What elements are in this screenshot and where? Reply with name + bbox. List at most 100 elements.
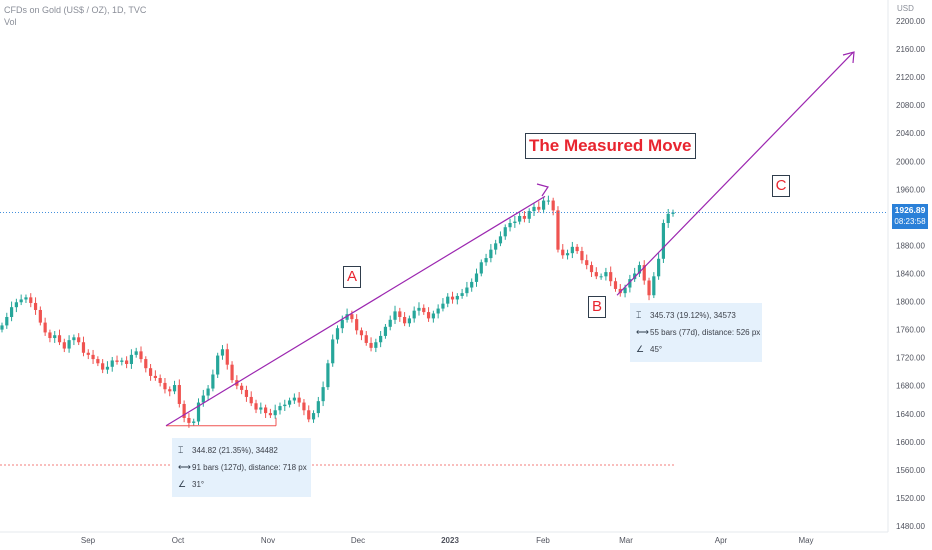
candle-body xyxy=(431,313,435,319)
candle-body xyxy=(125,360,129,364)
wave-a-line xyxy=(165,195,546,427)
candle-body xyxy=(134,351,138,355)
bar-range-icon: ⟷ xyxy=(636,327,649,337)
measure-angle: 45° xyxy=(650,345,663,354)
candle-body xyxy=(503,227,507,237)
candle-body xyxy=(599,276,603,278)
wave-label-b[interactable]: B xyxy=(588,296,606,318)
y-tick-label: 2080.00 xyxy=(896,101,925,110)
candle-body xyxy=(335,328,340,340)
candle-body xyxy=(661,223,666,259)
measure-box-1[interactable]: ⌶ 344.82 (21.35%), 34482 ⟷91 bars (127d),… xyxy=(172,438,311,497)
x-tick-label: May xyxy=(798,536,813,545)
wave-label-c[interactable]: C xyxy=(772,175,790,197)
candle-body xyxy=(403,316,407,324)
candle-body xyxy=(268,413,272,416)
candle-body xyxy=(86,352,90,355)
candle-body xyxy=(522,215,527,219)
candle-body xyxy=(287,400,292,405)
candle-body xyxy=(331,339,335,364)
wave-label-a[interactable]: A xyxy=(343,266,361,288)
candle-body xyxy=(297,397,301,403)
candle-body xyxy=(182,403,186,418)
candle-body xyxy=(129,354,134,364)
candle-body xyxy=(311,413,316,420)
candle-body xyxy=(345,314,349,320)
candle-body xyxy=(350,314,354,320)
chart-header: CFDs on Gold (US$ / OZ), 1D, TVC Vol xyxy=(4,4,146,28)
candle-body xyxy=(326,363,330,388)
candle-body xyxy=(426,312,431,319)
candle-body xyxy=(110,360,114,367)
x-tick-label: Feb xyxy=(536,536,550,545)
measure-bars: 91 bars (127d), distance: 718 px xyxy=(192,463,307,472)
candle-body xyxy=(292,397,296,401)
candle-body xyxy=(551,200,555,211)
candle-body xyxy=(96,359,100,364)
candle-body xyxy=(570,246,574,254)
currency-label: USD xyxy=(897,4,914,13)
measure-box-2[interactable]: ⌶ 345.73 (19.12%), 34573 ⟷55 bars (77d), … xyxy=(630,303,762,362)
candle-body xyxy=(340,319,344,329)
measure-bars-row: ⟷91 bars (127d), distance: 718 px xyxy=(178,459,307,476)
y-tick-label: 1640.00 xyxy=(896,410,925,419)
candle-body xyxy=(278,406,282,411)
candle-body xyxy=(158,378,162,383)
candle-body xyxy=(321,387,325,402)
candle-body xyxy=(532,206,536,212)
candle-body xyxy=(62,342,66,349)
candle-body xyxy=(5,316,9,326)
candle-body xyxy=(244,389,249,397)
candle-body xyxy=(105,366,110,370)
measure-price-change: 344.82 (21.35%), 34482 xyxy=(192,446,278,455)
candle-body xyxy=(494,243,498,250)
candle-body xyxy=(374,342,378,348)
drawings xyxy=(0,51,888,466)
candle-body xyxy=(527,211,531,219)
candle-body xyxy=(407,318,411,324)
candle-body xyxy=(43,322,47,333)
last-price: 1926.89 xyxy=(894,205,926,215)
candle-body xyxy=(72,337,76,341)
candle-body xyxy=(172,385,177,392)
wave-c-arrowhead xyxy=(842,51,855,64)
candle-body xyxy=(388,319,392,327)
candle-body xyxy=(609,272,613,282)
measure-angle-row: ∠ 45° xyxy=(636,341,756,358)
price-range-icon: ⌶ xyxy=(178,445,184,455)
y-tick-label: 1560.00 xyxy=(896,466,925,475)
chart-annotation-title[interactable]: The Measured Move xyxy=(525,133,696,159)
wave-c-line xyxy=(616,52,854,296)
candle-body xyxy=(479,262,483,274)
y-tick-label: 1960.00 xyxy=(896,185,925,194)
y-tick-label: 1760.00 xyxy=(896,326,925,335)
candle-body xyxy=(589,265,594,273)
candle-body xyxy=(460,293,464,296)
x-tick-label: Mar xyxy=(619,536,633,545)
candle-body xyxy=(379,335,383,343)
candle-body xyxy=(220,349,225,356)
candle-body xyxy=(38,309,42,323)
bar-countdown: 08:23:58 xyxy=(894,217,926,226)
symbol-title[interactable]: CFDs on Gold (US$ / OZ), 1D, TVC xyxy=(4,5,147,15)
candle-body xyxy=(254,403,258,410)
candle-body xyxy=(383,326,388,336)
candle-body xyxy=(225,349,229,365)
candle-body xyxy=(302,402,306,411)
candle-body xyxy=(316,401,320,414)
y-tick-label: 2000.00 xyxy=(896,157,925,166)
candle-body xyxy=(412,310,416,319)
y-tick-label: 1600.00 xyxy=(896,438,925,447)
candle-body xyxy=(115,360,119,362)
candle-body xyxy=(657,258,661,277)
candle-body xyxy=(216,355,220,375)
candle-body xyxy=(422,307,426,313)
candle-body xyxy=(24,297,28,300)
candle-body xyxy=(33,302,38,310)
candle-body xyxy=(637,265,642,274)
volume-label[interactable]: Vol xyxy=(4,17,17,27)
candle-body xyxy=(264,407,268,414)
candle-body xyxy=(77,337,81,343)
bar-range-icon: ⟷ xyxy=(178,462,191,472)
